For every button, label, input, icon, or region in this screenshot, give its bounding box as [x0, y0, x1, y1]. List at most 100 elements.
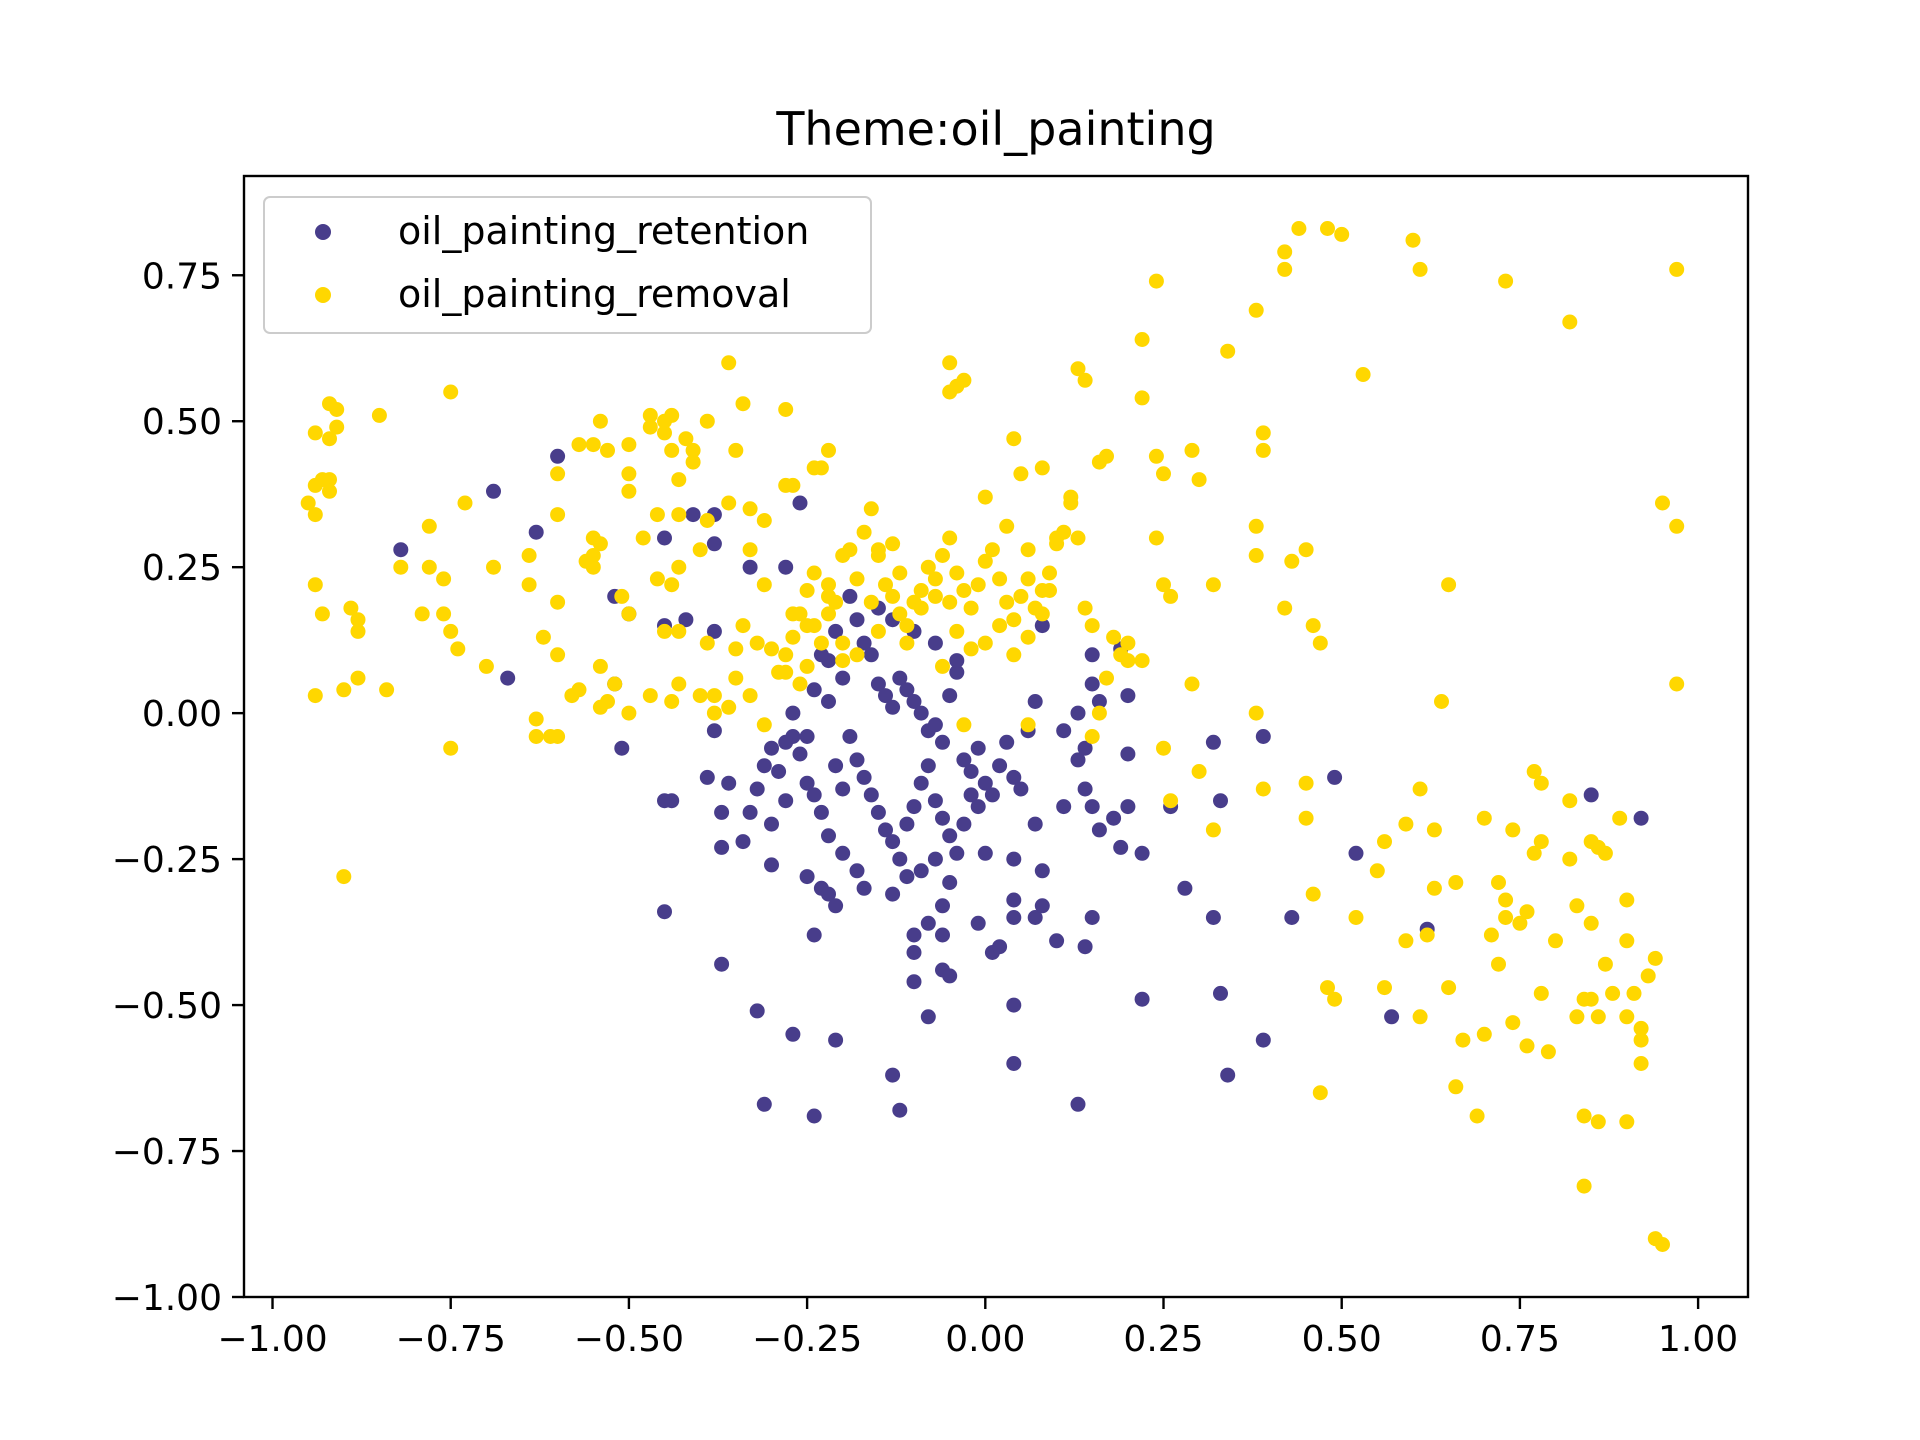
series-1-point-279: [870, 548, 886, 563]
series-0-point-51: [849, 612, 865, 628]
series-1-point-175: [1298, 775, 1314, 791]
series-1-point-151: [1148, 448, 1164, 464]
y-tick-label: 0.50: [142, 402, 222, 443]
series-0-point-91: [956, 816, 972, 832]
series-1-point-141: [1077, 600, 1093, 616]
series-1-point-164: [1255, 442, 1271, 458]
series-0-point-178: [785, 1026, 801, 1042]
series-1-point-100: [778, 647, 794, 663]
series-1-point-239: [1619, 933, 1635, 949]
series-1-point-19: [379, 682, 395, 698]
series-0-point-165: [1220, 1067, 1236, 1083]
series-0-point-31: [771, 764, 787, 779]
series-1-point-58: [642, 407, 658, 423]
series-0-point-16: [706, 623, 722, 639]
x-tick-label: −0.50: [574, 1319, 684, 1360]
series-0-point-95: [828, 758, 844, 774]
series-1-point-197: [1426, 880, 1442, 896]
series-0-point-18: [614, 740, 630, 756]
series-1-point-91: [692, 688, 708, 704]
series-0-point-74: [1013, 781, 1029, 797]
series-1-point-154: [1156, 740, 1171, 756]
series-0-point-84: [906, 799, 922, 815]
series-1-point-115: [892, 606, 908, 622]
series-0-point-168: [1284, 910, 1300, 925]
series-1-point-278: [892, 565, 908, 581]
series-1-point-321: [649, 507, 665, 523]
series-1-point-214: [1505, 1015, 1521, 1031]
series-1-point-26: [421, 559, 437, 575]
series-1-point-258: [1498, 273, 1514, 289]
series-1-point-133: [1020, 571, 1036, 587]
series-1-point-30: [443, 623, 459, 639]
series-0-point-38: [806, 787, 822, 803]
series-0-point-173: [1583, 787, 1599, 803]
series-1-point-10: [307, 507, 323, 523]
series-1-point-200: [1441, 980, 1457, 996]
series-1-point-268: [942, 384, 958, 400]
series-0-point-177: [749, 1003, 765, 1019]
series-1-point-89: [671, 676, 687, 692]
series-0-point-53: [863, 647, 879, 663]
series-1-point-273: [977, 489, 993, 505]
series-0-point-37: [799, 775, 815, 791]
series-1-point-76: [742, 542, 758, 558]
series-1-point-159: [1184, 676, 1200, 692]
series-1-point-123: [949, 565, 965, 581]
x-tick-label: 0.00: [945, 1319, 1025, 1360]
series-0-point-153: [835, 670, 851, 686]
series-0-point-10: [706, 536, 722, 552]
series-1-point-167: [1248, 548, 1264, 563]
series-1-point-86: [664, 577, 680, 593]
series-1-point-173: [1305, 618, 1321, 634]
series-1-point-306: [1020, 717, 1036, 733]
series-1-point-253: [1655, 495, 1670, 511]
y-tick-label: −0.50: [112, 986, 222, 1027]
series-1-point-8: [322, 483, 337, 499]
series-0-point-108: [906, 945, 922, 960]
series-0-point-30: [756, 758, 772, 774]
series-1-point-248: [1655, 1237, 1670, 1252]
series-1-point-312: [821, 606, 836, 622]
series-1-point-39: [550, 594, 566, 610]
series-1-point-277: [1063, 495, 1079, 511]
series-0-point-156: [785, 705, 801, 721]
series-1-point-54: [614, 588, 630, 604]
series-1-point-31: [450, 641, 466, 657]
series-1-point-61: [657, 425, 672, 441]
series-1-point-307: [1091, 705, 1107, 721]
series-0-point-76: [849, 752, 865, 768]
series-0-point-42: [821, 886, 836, 902]
series-1-point-222: [1540, 1044, 1556, 1060]
series-1-point-48: [592, 658, 608, 674]
series-0-point-60: [913, 705, 929, 721]
series-1-point-288: [835, 635, 851, 651]
series-1-point-114: [885, 588, 901, 604]
series-0-point-68: [970, 740, 986, 756]
series-0-point-159: [1205, 734, 1221, 750]
series-1-point-18: [350, 670, 366, 686]
series-1-point-119: [920, 559, 936, 575]
x-tick-label: −0.75: [396, 1319, 506, 1360]
series-1-point-94: [728, 670, 744, 686]
series-0-point-116: [1006, 910, 1022, 925]
series-0-point-34: [764, 857, 779, 873]
series-1-point-230: [1583, 915, 1599, 931]
series-1-point-323: [564, 688, 580, 704]
series-1-point-158: [1205, 577, 1221, 593]
series-1-point-116: [899, 618, 915, 634]
series-1-point-302: [1020, 629, 1036, 645]
series-1-point-84: [671, 507, 687, 523]
series-1-point-38: [550, 647, 566, 663]
series-1-point-127: [977, 553, 993, 569]
series-0-point-126: [1027, 816, 1043, 832]
series-1: [300, 221, 1685, 1252]
series-1-point-192: [1398, 933, 1414, 949]
series-1-point-21: [371, 407, 387, 423]
series-0-point-186: [1070, 1096, 1086, 1112]
series-1-point-111: [863, 501, 879, 517]
series-0-point-138: [1070, 705, 1086, 721]
series-1-point-330: [571, 437, 587, 453]
series-1-point-153: [1163, 588, 1179, 604]
series-1-point-193: [1412, 781, 1428, 797]
